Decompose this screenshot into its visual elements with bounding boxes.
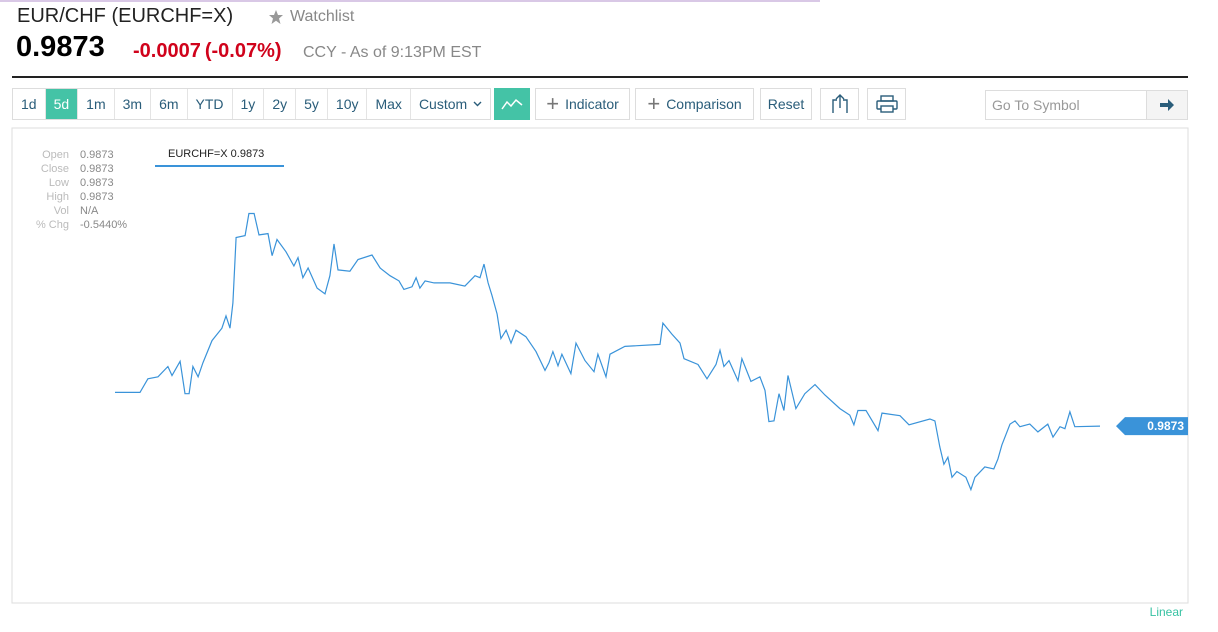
header-rule: [12, 76, 1188, 78]
reset-button[interactable]: Reset: [760, 88, 812, 120]
tooltip-text: EURCHF=X 0.9873: [168, 148, 264, 160]
plus-icon: +: [647, 91, 661, 116]
line-icon: [501, 98, 523, 110]
marks: 0.9873: [115, 212, 1188, 492]
chevron-icon: [473, 101, 482, 107]
indicator-button[interactable]: + Indicator: [535, 88, 630, 120]
tooltip-box: [155, 142, 284, 166]
quote-label: Open: [42, 149, 69, 161]
range-button[interactable]: 5d: [45, 89, 79, 119]
range-button[interactable]: YTD: [188, 89, 233, 119]
quote-value: N/A: [80, 205, 99, 217]
price: 0.9873: [16, 31, 105, 63]
tooltip-series: EURCHF=X: [168, 148, 228, 160]
range-button[interactable]: Max: [367, 89, 411, 119]
quote-label: Vol: [54, 205, 69, 217]
range-button[interactable]: 5y: [296, 89, 328, 119]
range-button[interactable]: 6m: [151, 89, 188, 119]
custom-button[interactable]: Custom: [411, 89, 490, 119]
comparison-button[interactable]: + Comparison: [635, 88, 754, 120]
range-button[interactable]: 1m: [78, 89, 115, 119]
arrow-icon: [1160, 99, 1174, 111]
plus-icon: +: [546, 91, 560, 116]
quote-value: 0.9873: [80, 191, 114, 203]
price-change: -0.0007 (-0.07%): [133, 40, 282, 63]
range-button[interactable]: 1y: [233, 89, 265, 119]
comparison-label: Comparison: [666, 96, 742, 112]
range-button[interactable]: 3m: [115, 89, 152, 119]
quote-label: Low: [49, 177, 69, 189]
custom-label: Custom: [418, 96, 468, 112]
change: -0.0007: [133, 40, 201, 62]
quote-value: -0.5440%: [80, 219, 127, 231]
last-price-badge: [1116, 417, 1188, 436]
share-icon: [831, 94, 848, 113]
symbol-title: EUR/CHF (EURCHF=X): [17, 5, 234, 27]
quote-label: Close: [41, 163, 69, 175]
quote-value: 0.9873: [80, 177, 114, 189]
range-button[interactable]: 1d: [13, 89, 46, 119]
quote-value: 0.9873: [80, 163, 114, 175]
chart-type-button[interactable]: [494, 88, 530, 120]
price-line: [115, 212, 1101, 492]
range-selector: 1d 5d 1m 3m 6m YTD 1y 2y 5y 10y Max Custom: [12, 88, 492, 120]
watchlist-link[interactable]: Watchlist: [268, 8, 354, 26]
go-button[interactable]: [1147, 90, 1188, 120]
quote-box: Open 0.9873 Close 0.9873 Low 0.9873 High 0.9873…: [36, 149, 127, 231]
share-button[interactable]: [820, 88, 859, 120]
star-icon: [269, 10, 283, 24]
change-percent: (-0.07%): [204, 40, 282, 62]
series-tooltip: EURCHF=X 0.9873: [155, 142, 284, 167]
quote-label: High: [46, 191, 69, 203]
scale-label: Linear: [1150, 605, 1183, 619]
quote-value: 0.9873: [80, 149, 114, 161]
range-button[interactable]: 10y: [328, 89, 368, 119]
print-button[interactable]: [867, 88, 906, 120]
range-button[interactable]: 2y: [264, 89, 297, 119]
quote-label: % Chg: [36, 219, 69, 231]
tooltip-value: 0.9873: [231, 148, 265, 160]
plot-frame: [11, 127, 1189, 604]
symbol-input[interactable]: Go To Symbol: [985, 90, 1147, 120]
print-icon: [875, 95, 898, 113]
top-rule: [0, 0, 820, 2]
watchlist-label: Watchlist: [290, 8, 355, 25]
indicator-label: Indicator: [565, 96, 619, 112]
last-price-label: 0.9873: [1147, 419, 1184, 433]
quote-meta: CCY - As of 9:13PM EST: [303, 44, 482, 61]
